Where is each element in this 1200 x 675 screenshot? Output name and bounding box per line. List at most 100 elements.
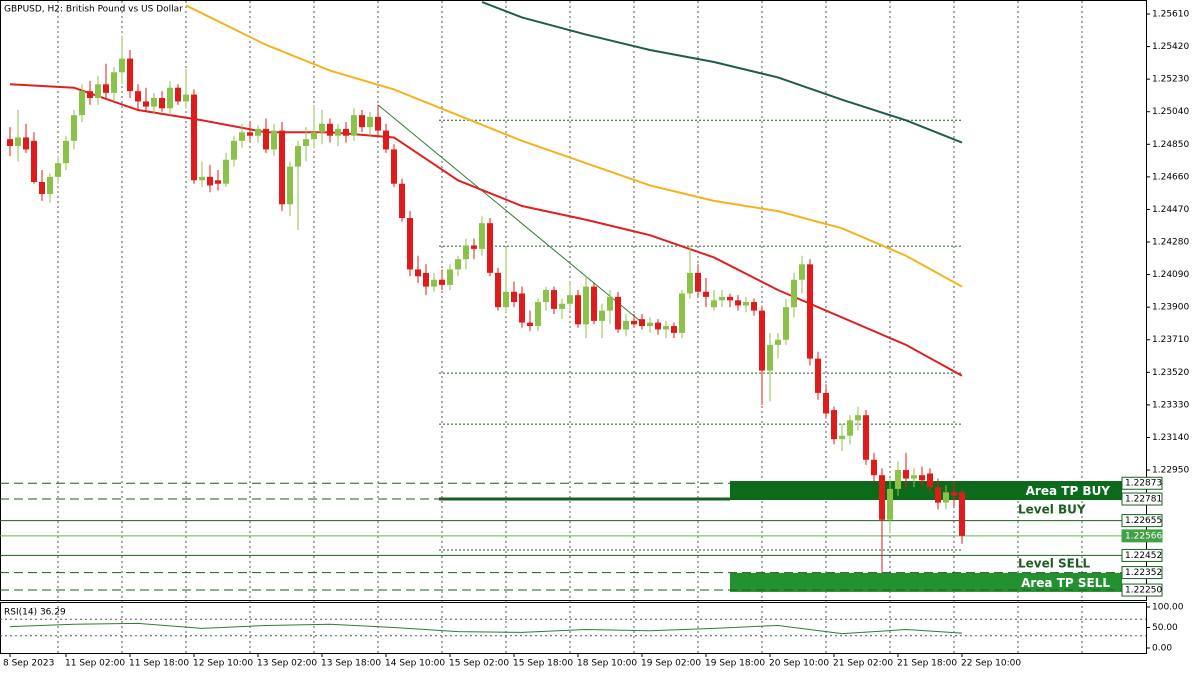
candle-body — [775, 339, 781, 345]
candle-body — [463, 245, 469, 260]
candle-body — [495, 272, 501, 308]
candle-body — [871, 459, 877, 476]
candle-body — [391, 149, 397, 184]
y-tick-label: 1.23140 — [1152, 433, 1189, 443]
x-tick-label: 21 Sep 18:00 — [897, 659, 957, 669]
candle-body — [111, 72, 117, 93]
candle-body — [751, 302, 757, 311]
rsi-title: RSI(14) 36.29 — [4, 608, 66, 618]
candle-body — [207, 176, 213, 186]
x-tick-label: 11 Sep 02:00 — [65, 659, 125, 669]
level-flag-label: 1.22873 — [1125, 479, 1162, 489]
candle-body — [319, 123, 325, 133]
candle-body — [727, 296, 733, 301]
candle-body — [47, 176, 53, 195]
level-flag-label: 1.22352 — [1125, 568, 1162, 578]
candle-body — [679, 293, 685, 333]
candle-body — [255, 128, 261, 136]
zone-label: Area TP BUY — [1026, 484, 1111, 498]
candle-body — [791, 279, 797, 308]
candle-body — [535, 302, 541, 327]
candle-body — [543, 290, 549, 303]
candle-body — [839, 435, 845, 440]
zone — [730, 481, 1122, 501]
candle-body — [215, 180, 221, 184]
y-tick-label: 1.24090 — [1152, 270, 1189, 280]
candle-body — [695, 272, 701, 292]
x-tick-label: 14 Sep 10:00 — [385, 659, 445, 669]
candle-body — [807, 264, 813, 359]
candle-body — [511, 291, 517, 303]
candle-body — [183, 94, 189, 102]
candle-body — [591, 286, 597, 321]
main-frame — [0, 0, 1147, 601]
candle-body — [919, 475, 925, 481]
candle-body — [879, 475, 885, 520]
rsi-tick-label: 100.00 — [1152, 603, 1184, 613]
candle-body — [15, 137, 21, 147]
x-tick-label: 19 Sep 02:00 — [641, 659, 701, 669]
candle-body — [719, 296, 725, 301]
zone-label: Area TP SELL — [1021, 576, 1110, 590]
candle-body — [399, 183, 405, 219]
candle-body — [655, 322, 661, 330]
candle-body — [407, 218, 413, 270]
candle-body — [831, 410, 837, 440]
candle-body — [271, 130, 277, 150]
candle-body — [599, 310, 605, 321]
y-tick-label: 1.25040 — [1152, 107, 1189, 117]
candle-body — [375, 116, 381, 131]
x-tick-label: 13 Sep 02:00 — [257, 659, 317, 669]
x-tick-label: 15 Sep 02:00 — [449, 659, 509, 669]
candle-body — [823, 392, 829, 414]
zone — [730, 572, 1122, 592]
candle-body — [639, 319, 645, 327]
y-tick-label: 1.24470 — [1152, 205, 1189, 215]
candle-body — [295, 146, 301, 167]
candle-body — [175, 87, 181, 102]
rsi-line — [9, 622, 963, 635]
moving-average — [481, 1, 963, 144]
candle-body — [607, 296, 613, 311]
candle-body — [583, 286, 589, 325]
x-tick-label: 11 Sep 18:00 — [129, 659, 189, 669]
x-tick-label: 18 Sep 10:00 — [577, 659, 637, 669]
candle-body — [767, 344, 773, 371]
candle-body — [479, 223, 485, 249]
candle-body — [239, 132, 245, 141]
candle-body — [327, 123, 333, 136]
level-flag — [1121, 476, 1163, 490]
candle-body — [567, 295, 573, 304]
candle-body — [783, 307, 789, 340]
candle-body — [759, 310, 765, 371]
candle-body — [687, 272, 693, 294]
candle-body — [671, 326, 677, 333]
candle-body — [703, 291, 709, 297]
candle-body — [367, 116, 373, 128]
candle-body — [815, 358, 821, 393]
candle-body — [351, 115, 357, 136]
candle-body — [127, 58, 133, 92]
candle-body — [7, 139, 13, 147]
candle-body — [63, 140, 69, 164]
candle-body — [855, 415, 861, 421]
rsi-tick-label: 50.00 — [1152, 623, 1178, 633]
candle-body — [311, 132, 317, 140]
candle-body — [623, 320, 629, 330]
candle-body — [903, 470, 909, 479]
candle-body — [431, 279, 437, 287]
candle-body — [87, 91, 93, 99]
candle-body — [103, 84, 109, 93]
candle-body — [887, 488, 893, 520]
candle-body — [167, 87, 173, 109]
candle-body — [95, 84, 101, 99]
candle-body — [847, 420, 853, 436]
candle-body — [943, 492, 949, 503]
candle-body — [663, 326, 669, 330]
level-flag — [1121, 583, 1163, 597]
candle-body — [287, 166, 293, 205]
y-tick-label: 1.23710 — [1152, 335, 1189, 345]
trendline — [377, 104, 643, 323]
